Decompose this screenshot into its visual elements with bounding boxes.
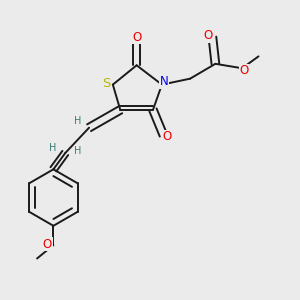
Text: H: H bbox=[74, 146, 82, 157]
Text: O: O bbox=[162, 130, 172, 143]
Text: S: S bbox=[102, 76, 110, 90]
Text: O: O bbox=[240, 64, 249, 77]
Text: O: O bbox=[203, 29, 213, 42]
Text: O: O bbox=[43, 238, 52, 251]
Text: H: H bbox=[49, 142, 56, 153]
Text: N: N bbox=[160, 75, 169, 88]
Text: O: O bbox=[133, 31, 142, 44]
Text: H: H bbox=[74, 116, 82, 126]
